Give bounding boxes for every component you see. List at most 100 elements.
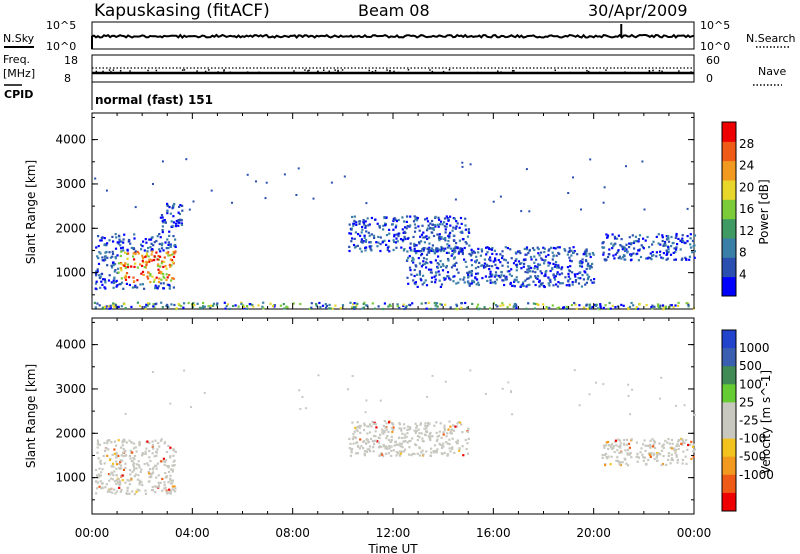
data-point [593,278,596,281]
data-point [115,474,118,477]
data-point [101,283,104,286]
data-point [143,287,146,290]
data-point [660,449,664,452]
data-point [662,446,665,450]
data-point [392,426,395,429]
data-point [492,302,495,305]
data-point [599,305,602,308]
data-point [581,258,584,261]
data-point [616,456,619,459]
data-point [395,237,398,240]
data-point [428,227,432,230]
freq-dot [323,69,325,71]
data-point [452,424,455,427]
data-point [148,238,151,241]
freq-dot [337,69,339,72]
outlier-point [192,200,195,203]
data-point [667,248,670,251]
data-point [154,491,157,494]
outlier-point [603,186,606,189]
data-point [597,307,600,310]
data-point [108,458,112,462]
data-point [348,232,351,235]
data-point [149,274,152,277]
data-point [368,448,371,451]
data-point [636,455,639,458]
data-point [428,236,431,239]
data-point [393,217,396,220]
data-point [161,231,164,234]
data-point [130,441,133,444]
data-point [157,255,160,258]
data-point [361,241,364,244]
data-point [113,277,116,280]
data-point [520,284,523,287]
data-point [630,301,633,305]
data-point [354,306,357,309]
data-point [115,285,118,288]
data-point [423,427,426,430]
data-point [566,253,569,256]
data-point [99,239,102,242]
data-point [428,242,431,245]
data-point [96,441,100,444]
data-point [667,246,670,249]
data-point [110,477,113,480]
data-point [388,228,391,231]
data-point [640,244,643,247]
data-point [547,261,550,264]
data-point [649,455,652,458]
data-point [172,221,175,224]
data-point [567,250,570,253]
data-point [102,454,105,458]
data-point [433,424,436,427]
data-point [101,259,104,262]
data-point [117,454,120,457]
data-point [98,304,101,307]
freq-dot [217,71,219,73]
data-point [569,259,572,262]
data-point [163,219,166,222]
data-point [438,279,441,282]
data-point [324,303,327,306]
data-point [403,436,406,439]
data-point [413,429,416,432]
data-point [355,223,358,226]
data-point [108,274,111,277]
data-point [447,218,450,221]
data-point [196,302,199,305]
data-point [367,224,370,227]
data-point [112,302,115,305]
data-point [681,439,684,442]
velocity-colorbar-band [722,330,736,349]
beam-title: Beam 08 [358,1,430,20]
data-point [374,423,377,426]
data-point [444,239,447,242]
freq-dot [129,70,131,72]
data-point [168,230,171,233]
data-point [352,306,356,309]
data-point [374,435,377,438]
data-point [688,258,691,261]
data-point [152,471,155,474]
data-point [169,474,172,477]
data-point [172,250,175,253]
data-point [653,439,656,442]
data-point [366,448,369,451]
data-point [446,454,449,457]
data-point [536,246,539,249]
data-point [150,238,153,241]
data-point [248,303,251,306]
data-point [123,302,126,306]
data-point [424,261,428,264]
data-point [155,302,158,305]
data-point [416,217,419,220]
cpid-mode: normal (fast) 151 [95,93,213,107]
outlier-point [124,412,127,415]
power-colorbar-tick: 20 [739,180,754,194]
data-point [598,308,601,311]
data-point [474,261,478,264]
data-point [385,437,388,440]
data-point [448,244,451,247]
outlier-point [444,380,447,383]
